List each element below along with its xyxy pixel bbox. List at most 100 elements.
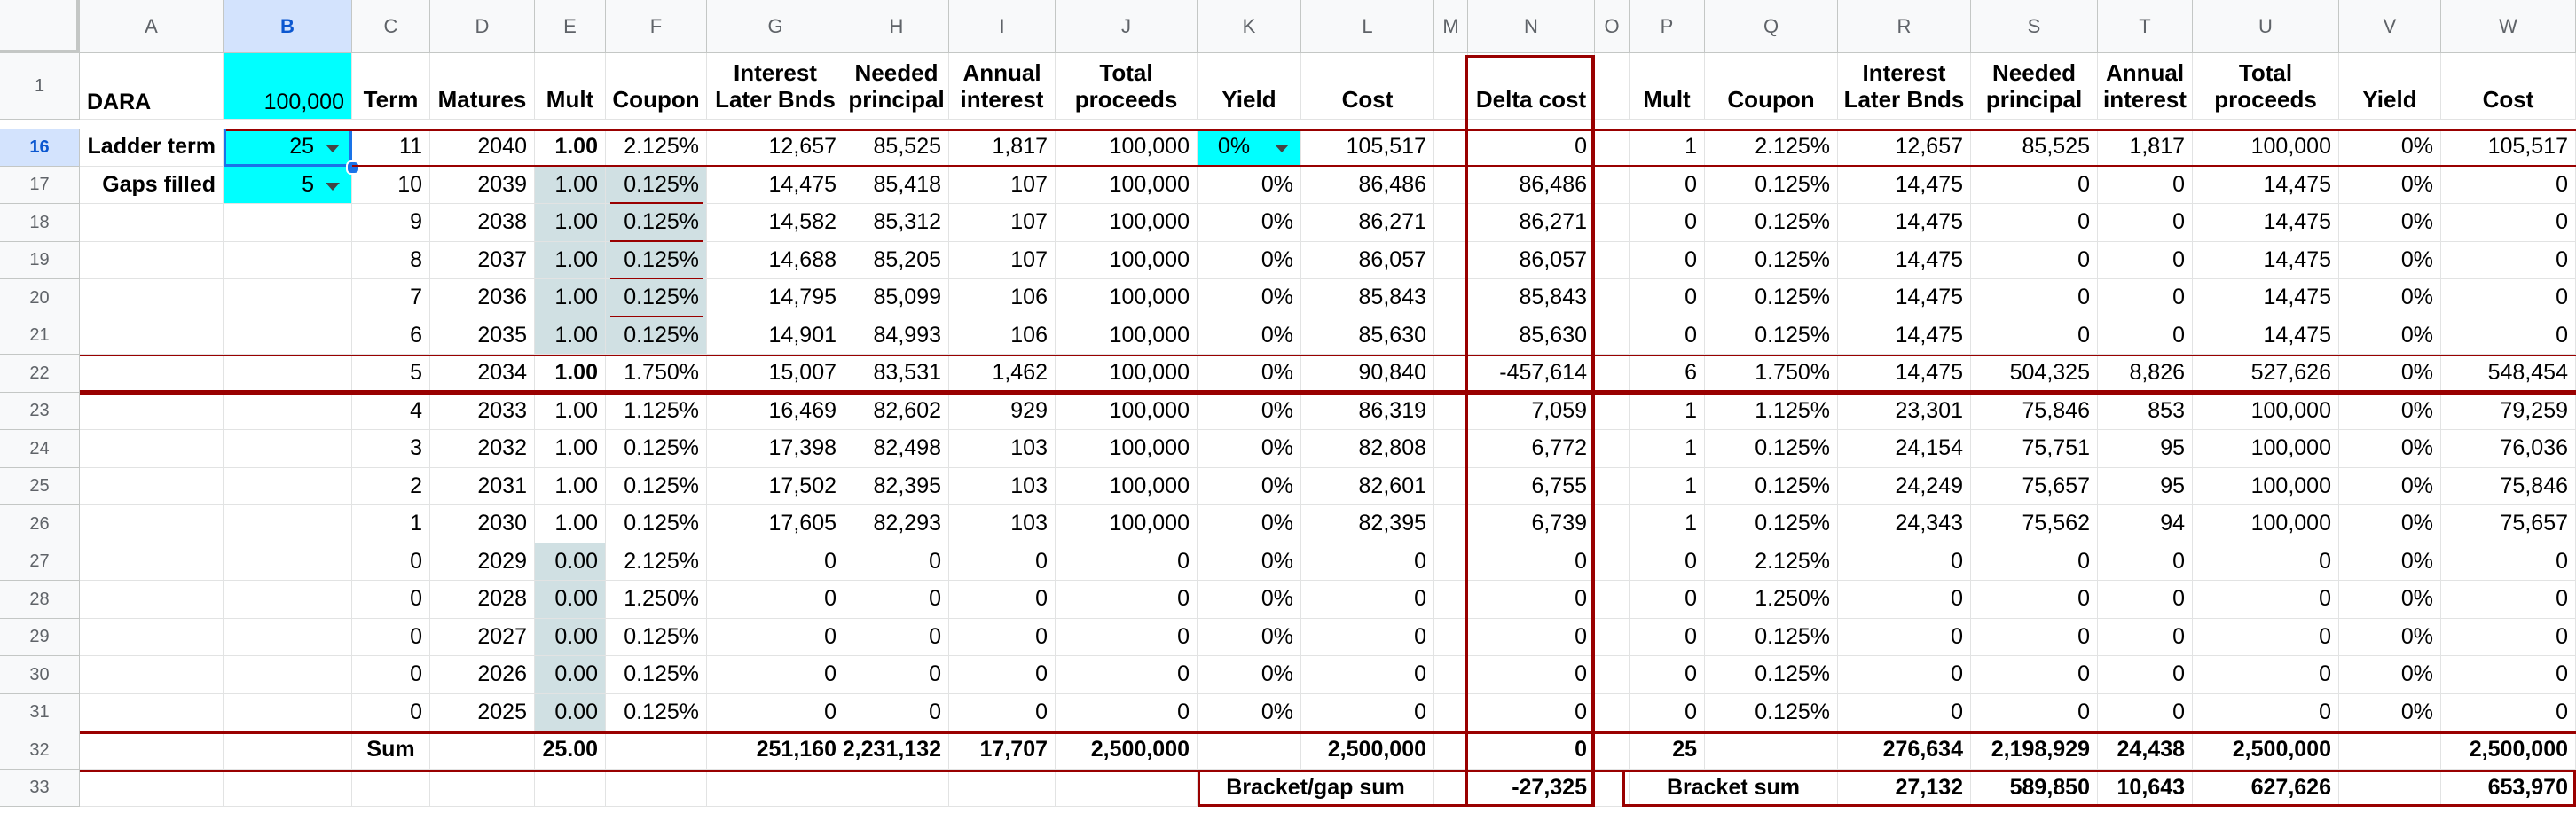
- cell-p21[interactable]: 0: [1630, 317, 1705, 355]
- cell-n21[interactable]: 85,630: [1468, 317, 1595, 355]
- column-header-q[interactable]: Q: [1705, 0, 1838, 53]
- column-header-r[interactable]: R: [1838, 0, 1971, 53]
- cell-a27[interactable]: [80, 543, 224, 581]
- cell-n19[interactable]: 86,057: [1468, 241, 1595, 279]
- cell-i30[interactable]: 0: [949, 656, 1056, 694]
- cell-h18[interactable]: 85,312: [844, 204, 949, 242]
- column-header-f[interactable]: F: [606, 0, 707, 53]
- cell-l21[interactable]: 85,630: [1301, 317, 1434, 355]
- cell-d20[interactable]: 2036: [430, 279, 535, 317]
- cell-s30[interactable]: 0: [1971, 656, 2098, 694]
- cell-f26[interactable]: 0.125%: [606, 505, 707, 543]
- cell-k17[interactable]: 0%: [1198, 166, 1301, 204]
- header-cell-a[interactable]: DARA: [80, 53, 224, 120]
- sum-cell-l[interactable]: 2,500,000: [1301, 731, 1434, 770]
- cell-d17[interactable]: 2039: [430, 166, 535, 204]
- header-cell-o[interactable]: [1595, 53, 1630, 120]
- cell-b31[interactable]: [224, 693, 352, 731]
- cell-o24[interactable]: [1595, 430, 1630, 468]
- cell-g31[interactable]: 0: [707, 693, 844, 731]
- cell-a26[interactable]: [80, 505, 224, 543]
- cell-b28[interactable]: [224, 581, 352, 619]
- cell-j20[interactable]: 100,000: [1056, 279, 1198, 317]
- cell-i29[interactable]: 0: [949, 618, 1056, 656]
- cell-m24[interactable]: [1434, 430, 1468, 468]
- cell-c21[interactable]: 6: [352, 317, 430, 355]
- header-cell-q[interactable]: Coupon: [1705, 53, 1838, 120]
- column-header-v[interactable]: V: [2339, 0, 2441, 53]
- cell-m31[interactable]: [1434, 693, 1468, 731]
- cell-l31[interactable]: 0: [1301, 693, 1434, 731]
- cell-j31[interactable]: 0: [1056, 693, 1198, 731]
- cell-s29[interactable]: 0: [1971, 618, 2098, 656]
- cell-t23[interactable]: 853: [2098, 392, 2193, 430]
- chevron-down-icon[interactable]: [1275, 145, 1289, 153]
- cell-j28[interactable]: 0: [1056, 581, 1198, 619]
- cell-r27[interactable]: 0: [1838, 543, 1971, 581]
- cell-k29[interactable]: 0%: [1198, 618, 1301, 656]
- cell-a18[interactable]: [80, 204, 224, 242]
- cell-n26[interactable]: 6,739: [1468, 505, 1595, 543]
- cell-c20[interactable]: 7: [352, 279, 430, 317]
- column-header-h[interactable]: H: [844, 0, 949, 53]
- cell-s23[interactable]: 75,846: [1971, 392, 2098, 430]
- cell-r28[interactable]: 0: [1838, 581, 1971, 619]
- cell-m17[interactable]: [1434, 166, 1468, 204]
- fill-handle[interactable]: [346, 160, 360, 175]
- column-header-s[interactable]: S: [1971, 0, 2098, 53]
- cell-h25[interactable]: 82,395: [844, 467, 949, 505]
- cell-u21[interactable]: 14,475: [2193, 317, 2339, 355]
- cell-t24[interactable]: 95: [2098, 430, 2193, 468]
- cell-q28[interactable]: 1.250%: [1705, 581, 1838, 619]
- cell-i23[interactable]: 929: [949, 392, 1056, 430]
- cell-s31[interactable]: 0: [1971, 693, 2098, 731]
- row-header[interactable]: 17: [0, 166, 80, 204]
- cell-d30[interactable]: 2026: [430, 656, 535, 694]
- cell-f30[interactable]: 0.125%: [606, 656, 707, 694]
- header-cell-g[interactable]: Interest Later Bnds: [707, 53, 844, 120]
- bracket-cell-b[interactable]: [224, 769, 352, 807]
- row-header[interactable]: 19: [0, 241, 80, 279]
- cell-c23[interactable]: 4: [352, 392, 430, 430]
- cell-i20[interactable]: 106: [949, 279, 1056, 317]
- cell-v20[interactable]: 0%: [2339, 279, 2441, 317]
- header-cell-p[interactable]: Mult: [1630, 53, 1705, 120]
- cell-u23[interactable]: 100,000: [2193, 392, 2339, 430]
- row-header[interactable]: 24: [0, 430, 80, 468]
- cell-b19[interactable]: [224, 241, 352, 279]
- cell-q18[interactable]: 0.125%: [1705, 204, 1838, 242]
- cell-a25[interactable]: [80, 467, 224, 505]
- cell-b21[interactable]: [224, 317, 352, 355]
- cell-l22[interactable]: 90,840: [1301, 355, 1434, 393]
- cell-n27[interactable]: 0: [1468, 543, 1595, 581]
- cell-g22[interactable]: 15,007: [707, 355, 844, 393]
- cell-f17[interactable]: 0.125%: [606, 166, 707, 204]
- bracket-cell-w[interactable]: 653,970: [2441, 769, 2576, 807]
- cell-l19[interactable]: 86,057: [1301, 241, 1434, 279]
- cell-n20[interactable]: 85,843: [1468, 279, 1595, 317]
- cell-l26[interactable]: 82,395: [1301, 505, 1434, 543]
- row-header[interactable]: 22: [0, 355, 80, 393]
- sum-cell-p[interactable]: 25: [1630, 731, 1705, 770]
- column-header-n[interactable]: N: [1468, 0, 1595, 53]
- cell-t27[interactable]: 0: [2098, 543, 2193, 581]
- cell-b20[interactable]: [224, 279, 352, 317]
- sum-cell-i[interactable]: 17,707: [949, 731, 1056, 770]
- cell-n29[interactable]: 0: [1468, 618, 1595, 656]
- column-header-o[interactable]: O: [1595, 0, 1630, 53]
- cell-j27[interactable]: 0: [1056, 543, 1198, 581]
- cell-o25[interactable]: [1595, 467, 1630, 505]
- cell-i16[interactable]: 1,817: [949, 129, 1056, 167]
- header-cell-t[interactable]: Annual interest: [2098, 53, 2193, 120]
- header-cell-w[interactable]: Cost: [2441, 53, 2576, 120]
- cell-m20[interactable]: [1434, 279, 1468, 317]
- header-cell-i[interactable]: Annual interest: [949, 53, 1056, 120]
- select-all-corner[interactable]: [0, 0, 80, 53]
- cell-s28[interactable]: 0: [1971, 581, 2098, 619]
- cell-p22[interactable]: 6: [1630, 355, 1705, 393]
- cell-f25[interactable]: 0.125%: [606, 467, 707, 505]
- row-header[interactable]: 27: [0, 543, 80, 581]
- cell-d22[interactable]: 2034: [430, 355, 535, 393]
- cell-j16[interactable]: 100,000: [1056, 129, 1198, 167]
- row-header[interactable]: 20: [0, 279, 80, 317]
